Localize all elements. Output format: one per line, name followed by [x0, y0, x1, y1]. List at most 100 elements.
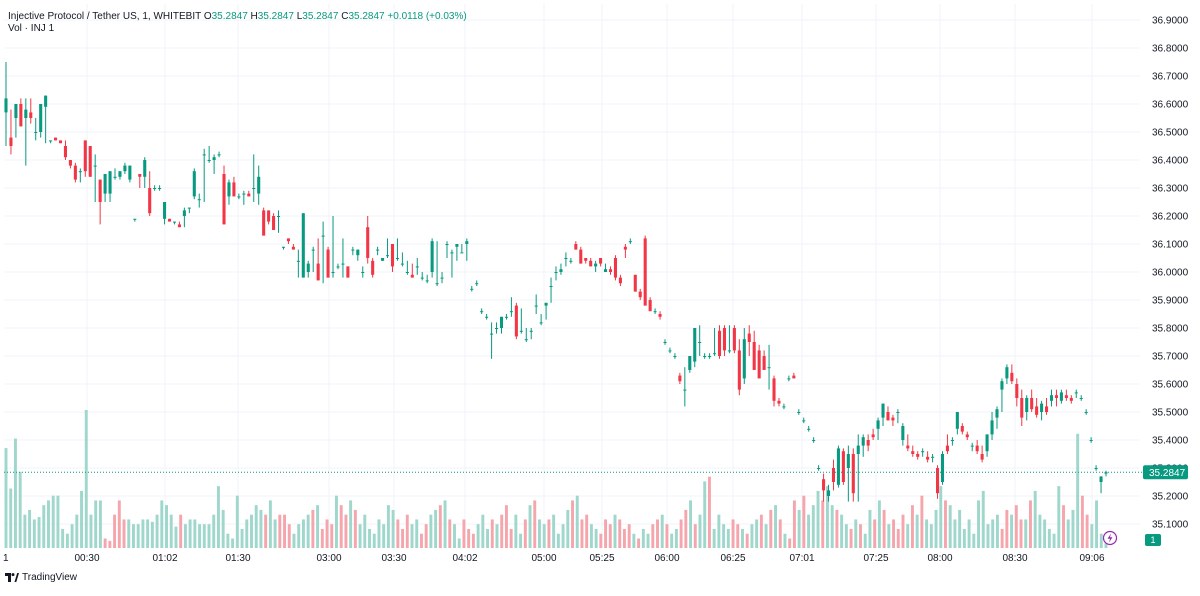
volume-bar: [859, 524, 862, 548]
volume-bar: [481, 514, 485, 548]
volume-bar: [939, 486, 943, 548]
volume-bar: [150, 521, 154, 548]
volume-bar: [637, 538, 641, 548]
volume-bar: [689, 500, 693, 548]
volume-bar: [42, 505, 46, 548]
volume-bar: [797, 509, 801, 548]
price-axis[interactable]: 36.9000 36.8000 36.7000 36.6000 36.5000 36.40…: [1152, 16, 1189, 531]
close-key: C: [341, 11, 349, 22]
candle-body: [272, 216, 276, 230]
candle-body: [1020, 398, 1024, 418]
candle-body: [861, 437, 865, 446]
candle: [376, 246, 380, 256]
candle-body: [688, 356, 692, 370]
candle: [197, 193, 201, 208]
candle: [717, 325, 722, 359]
volume-bar: [344, 514, 348, 548]
symbol-legend: Injective Protocol / Tether US, 1, WHITE…: [8, 10, 467, 23]
candle-body: [1054, 395, 1058, 398]
candle-body: [376, 249, 380, 251]
tradingview-branding[interactable]: TradingView: [5, 572, 77, 583]
candle: [495, 322, 499, 334]
volume-bar: [585, 514, 589, 548]
volume-bar: [198, 524, 202, 548]
candle-body: [177, 224, 181, 228]
volume-bar: [363, 514, 367, 548]
candle-body: [381, 258, 385, 261]
open-key: O: [203, 11, 212, 22]
volume-title[interactable]: Vol · INJ: [8, 23, 46, 34]
candle-body: [628, 241, 632, 243]
candle: [113, 168, 117, 180]
time-axis[interactable]: 00:30 01:02 01:30 03:00 03:30 04:02 05:00 05:25…: [3, 553, 1105, 564]
candle-body: [693, 328, 697, 362]
candle: [143, 157, 147, 188]
volume-bar: [98, 500, 102, 548]
candle-body: [1025, 398, 1029, 412]
volume-bar: [37, 517, 41, 548]
candle-body: [980, 454, 984, 460]
candle-body: [58, 140, 63, 144]
candle-body: [826, 490, 831, 496]
volume-bar: [339, 505, 343, 548]
candle-body: [29, 112, 33, 118]
low-key: L: [296, 11, 303, 22]
candle-body: [430, 241, 434, 272]
symbol-title[interactable]: Injective Protocol / Tether US, 1, WHITE…: [8, 11, 202, 22]
volume-bar: [155, 514, 159, 548]
candle: [985, 434, 989, 457]
volume-bar: [56, 495, 60, 548]
candle-body: [123, 165, 127, 172]
candle: [301, 213, 305, 278]
volume-bar: [844, 524, 848, 548]
time-tick-label: 01:30: [225, 553, 250, 564]
candle-body: [1094, 468, 1098, 469]
candle-body: [222, 174, 226, 225]
volume-bar: [953, 519, 957, 548]
candle-body: [346, 266, 350, 278]
candle-body: [767, 367, 771, 369]
candle-body: [163, 202, 167, 219]
candle: [975, 440, 979, 454]
candle: [1099, 476, 1103, 494]
candle: [1045, 398, 1049, 415]
candle: [83, 140, 87, 177]
candle-body: [713, 353, 717, 355]
volume-bar: [608, 524, 612, 548]
price-tick-label: 35.9000: [1152, 296, 1189, 307]
volume-bar: [575, 495, 579, 548]
candle-body: [787, 378, 791, 380]
candle-body: [19, 104, 23, 127]
volume-bar: [245, 519, 249, 548]
volume-bar: [188, 519, 192, 548]
volume-bar: [183, 524, 187, 548]
candle-body: [544, 302, 548, 306]
candle: [831, 459, 836, 491]
candle-body: [400, 263, 404, 265]
candle-body: [158, 188, 162, 189]
volume-bar: [892, 519, 896, 548]
volume-bar: [750, 524, 754, 548]
candle: [366, 216, 370, 264]
candle-body: [906, 445, 910, 449]
candle: [351, 246, 355, 256]
volume-bar: [712, 528, 716, 548]
candle-body: [782, 406, 786, 408]
candle: [683, 367, 687, 407]
candle: [866, 434, 870, 452]
candle-body: [351, 249, 355, 251]
candle: [965, 431, 969, 440]
volume-bar: [179, 514, 183, 548]
candle: [742, 328, 746, 384]
candle: [1059, 389, 1063, 404]
candle: [158, 185, 162, 191]
volume-bar: [816, 490, 820, 548]
volume-bar: [207, 524, 211, 548]
lightning-icon[interactable]: [1102, 530, 1118, 546]
candle-body: [549, 286, 553, 287]
candle: [757, 344, 761, 379]
candle-body: [529, 330, 533, 332]
candle: [1104, 470, 1108, 477]
